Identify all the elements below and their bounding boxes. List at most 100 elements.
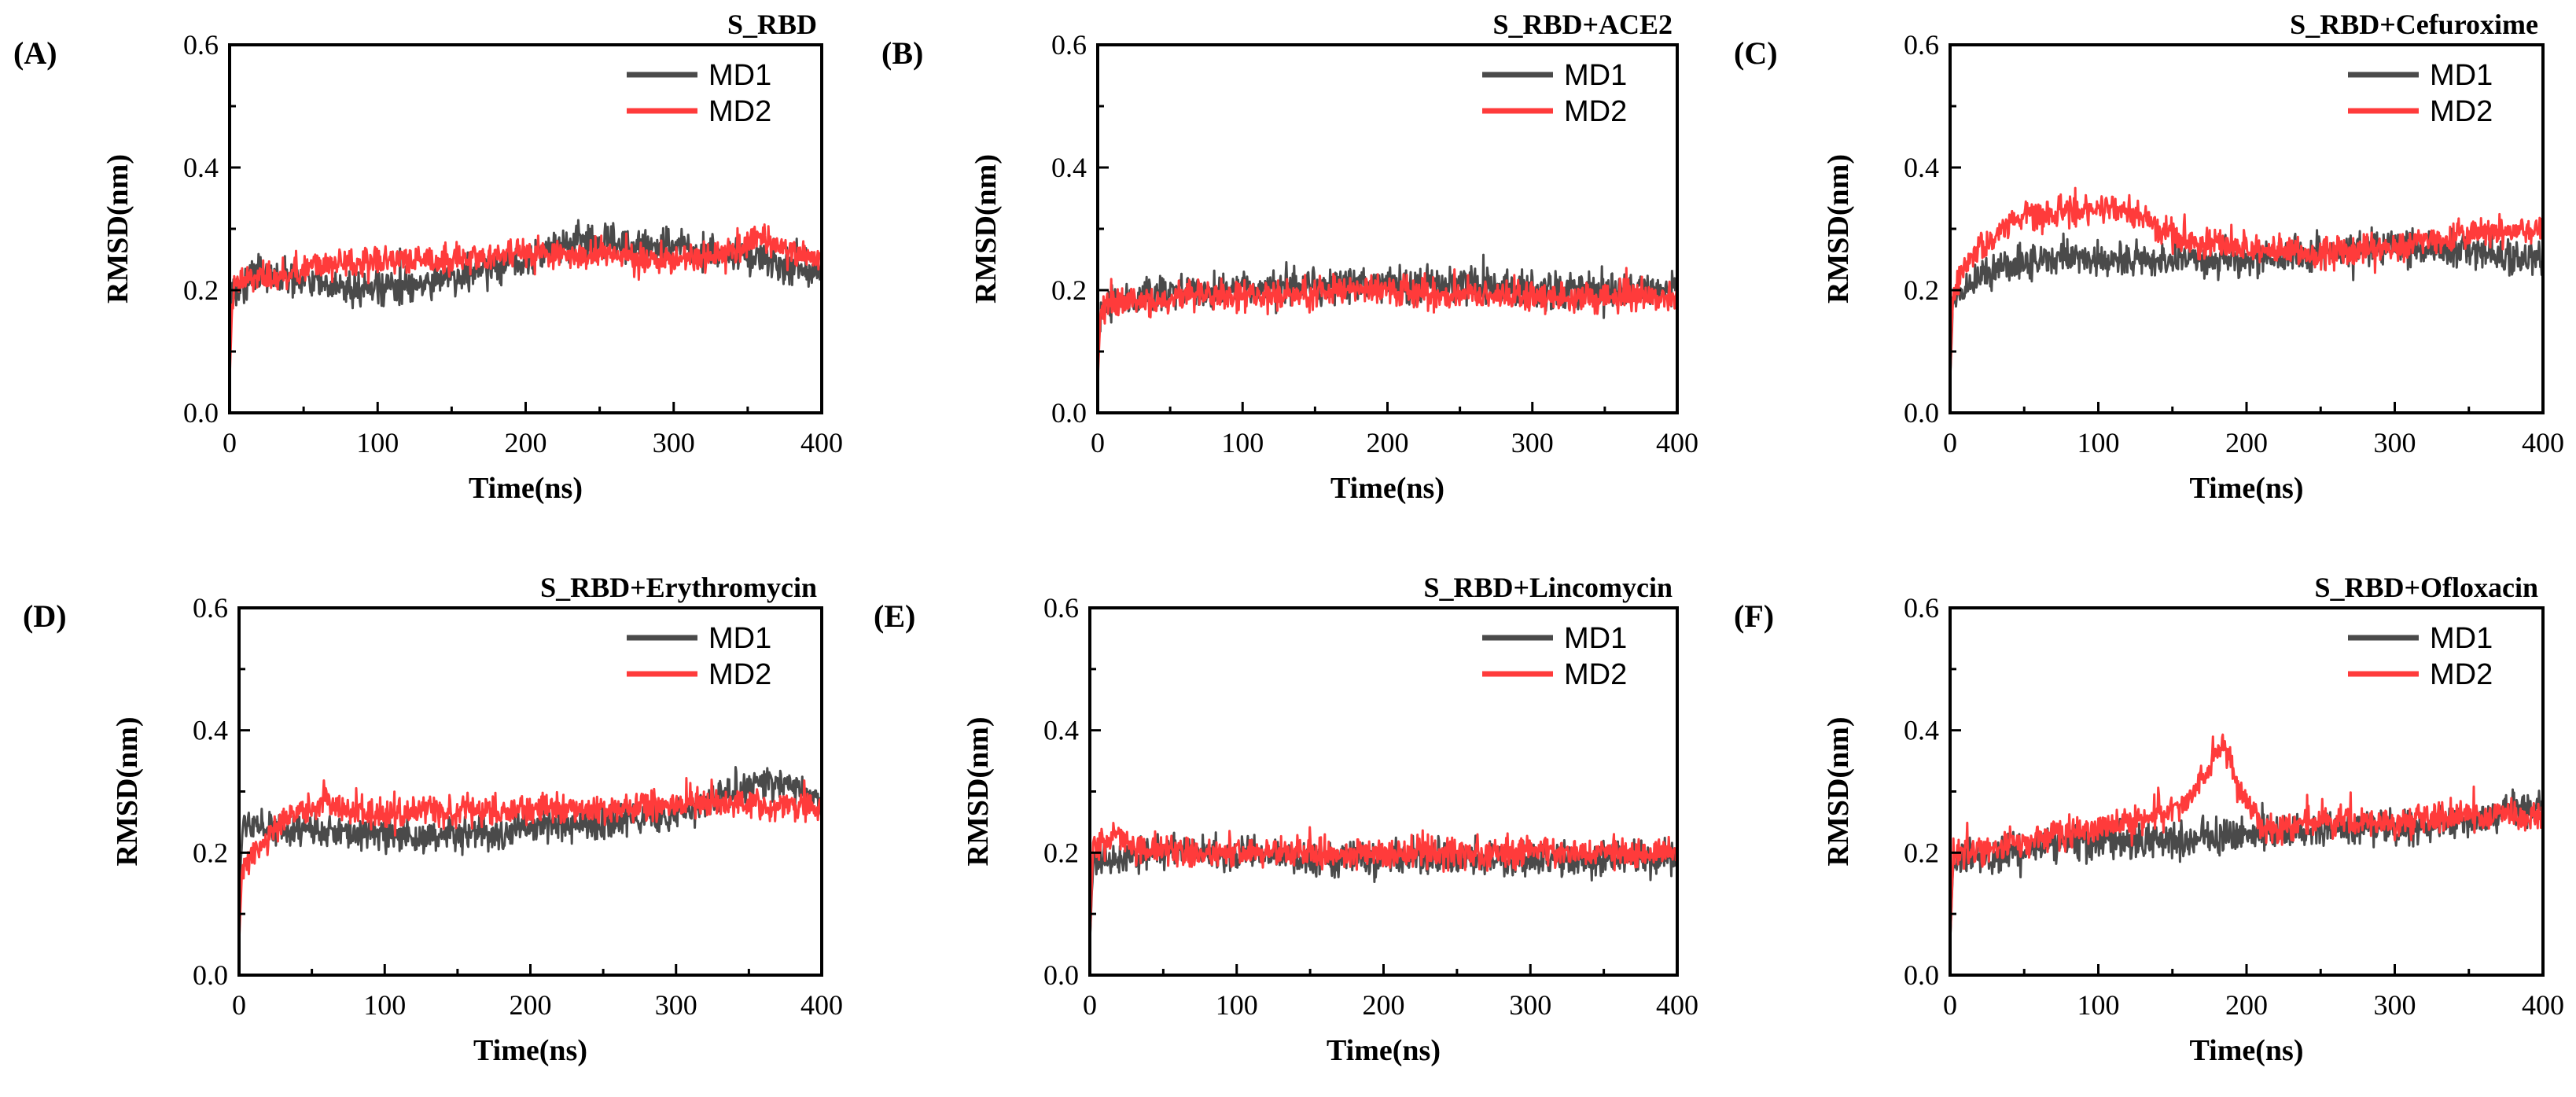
x-tick-label: 100 <box>356 427 399 458</box>
y-tick-label: 0.0 <box>1051 397 1087 429</box>
chart-panel-d: 0 100 200 300 400 0.0 0.2 0.4 0.6 Time(ns) RMSD(nm… <box>23 572 843 1067</box>
x-tick-label: 200 <box>1363 989 1405 1021</box>
x-tick-label: 100 <box>2077 427 2120 458</box>
chart-panel-f: 0 100 200 300 400 0.0 0.2 0.4 0.6 Time(ns) RMSD(nm… <box>1734 572 2564 1067</box>
panel-title: S_RBD+ACE2 <box>1492 9 1673 40</box>
legend-label-md1: MD1 <box>1564 622 1627 655</box>
x-tick-label: 300 <box>2374 427 2416 458</box>
legend-label-md1: MD1 <box>708 622 771 655</box>
x-tick-label: 400 <box>2522 989 2564 1021</box>
y-tick-label: 0.0 <box>183 397 219 429</box>
y-tick-label: 0.2 <box>1051 274 1087 306</box>
y-axis-label: RMSD(nm) <box>111 717 144 867</box>
x-tick-label: 400 <box>800 989 843 1021</box>
y-tick-label: 0.0 <box>193 959 228 991</box>
series-line-md2 <box>237 777 823 945</box>
x-tick-label: 100 <box>2077 989 2120 1021</box>
y-tick-label: 0.0 <box>1904 959 1939 991</box>
x-tick-label: 400 <box>800 427 843 458</box>
y-tick-label: 0.0 <box>1904 397 1939 429</box>
x-tick-label: 100 <box>363 989 406 1021</box>
panel-title: S_RBD+Ofloxacin <box>2314 572 2538 603</box>
x-tick-label: 200 <box>505 427 547 458</box>
y-axis-label: RMSD(nm) <box>1822 154 1855 304</box>
panel-label: (C) <box>1734 35 1778 71</box>
y-tick-label: 0.6 <box>1904 29 1939 61</box>
y-axis-label: RMSD(nm) <box>970 154 1003 304</box>
panel-label: (F) <box>1734 598 1774 634</box>
y-tick-label: 0.4 <box>1051 152 1087 183</box>
series-line-md1 <box>1949 226 2545 383</box>
series-line-md2 <box>1949 733 2545 945</box>
legend-label-md1: MD1 <box>2430 622 2493 655</box>
y-tick-label: 0.6 <box>1043 592 1079 624</box>
y-tick-label: 0.6 <box>1904 592 1939 624</box>
legend-label-md1: MD1 <box>708 59 771 92</box>
y-tick-label: 0.2 <box>183 274 219 306</box>
x-tick-label: 400 <box>1656 989 1698 1021</box>
legend-label-md2: MD2 <box>2430 658 2493 691</box>
panel-title: S_RBD+Cefuroxime <box>2290 9 2538 40</box>
panel-title: S_RBD <box>727 9 817 40</box>
legend-label-md1: MD1 <box>2430 59 2493 92</box>
y-tick-label: 0.4 <box>1904 152 1939 183</box>
x-tick-label: 0 <box>223 427 237 458</box>
x-tick-label: 200 <box>2225 427 2268 458</box>
x-tick-label: 200 <box>1367 427 1409 458</box>
panel-title: S_RBD+Lincomycin <box>1423 572 1673 603</box>
x-tick-label: 100 <box>1216 989 1258 1021</box>
series-line-md2 <box>1096 267 1679 383</box>
chart-panel-e: 0 100 200 300 400 0.0 0.2 0.4 0.6 Time(ns) RMSD(nm… <box>874 572 1698 1067</box>
x-tick-label: 300 <box>1511 427 1554 458</box>
y-tick-label: 0.6 <box>1051 29 1087 61</box>
y-tick-label: 0.4 <box>1043 715 1079 746</box>
y-axis-label: RMSD(nm) <box>962 717 995 867</box>
legend-label-md2: MD2 <box>708 95 771 128</box>
legend-label-md2: MD2 <box>2430 95 2493 128</box>
chart-panel-a: 0 100 200 300 400 0.0 0.2 0.4 0.6 Time(ns) RMSD(nm… <box>13 9 843 505</box>
series-line-md1 <box>228 219 823 352</box>
y-tick-label: 0.4 <box>1904 715 1939 746</box>
series-line-md2 <box>1949 186 2545 383</box>
x-tick-label: 0 <box>232 989 246 1021</box>
legend-label-md2: MD2 <box>1564 658 1627 691</box>
chart-panel-c: 0 100 200 300 400 0.0 0.2 0.4 0.6 Time(ns) RMSD(nm… <box>1734 9 2564 505</box>
x-tick-label: 400 <box>2522 427 2564 458</box>
y-tick-label: 0.2 <box>1043 837 1079 868</box>
x-tick-label: 200 <box>510 989 552 1021</box>
y-tick-label: 0.6 <box>183 29 219 61</box>
series-line-md2 <box>228 223 823 383</box>
y-tick-label: 0.2 <box>193 837 228 868</box>
panel-title: S_RBD+Erythromycin <box>540 572 817 603</box>
y-tick-label: 0.0 <box>1043 959 1079 991</box>
x-axis-label: Time(ns) <box>2190 472 2304 505</box>
series-line-md2 <box>1088 822 1679 945</box>
x-tick-label: 0 <box>1091 427 1105 458</box>
x-tick-label: 300 <box>653 427 695 458</box>
x-tick-label: 0 <box>1083 989 1097 1021</box>
y-tick-label: 0.2 <box>1904 274 1939 306</box>
x-axis-label: Time(ns) <box>473 1034 587 1067</box>
chart-panel-b: 0 100 200 300 400 0.0 0.2 0.4 0.6 Time(ns) RMSD(nm… <box>881 9 1698 505</box>
panel-label: (A) <box>13 35 57 71</box>
panel-label: (E) <box>874 598 915 634</box>
y-tick-label: 0.4 <box>193 715 228 746</box>
y-tick-label: 0.4 <box>183 152 219 183</box>
x-tick-label: 0 <box>1943 427 1957 458</box>
x-axis-label: Time(ns) <box>1330 472 1444 505</box>
y-tick-label: 0.6 <box>193 592 228 624</box>
legend-label-md2: MD2 <box>1564 95 1627 128</box>
x-tick-label: 200 <box>2225 989 2268 1021</box>
panel-label: (B) <box>881 35 923 71</box>
x-tick-label: 400 <box>1656 427 1698 458</box>
y-axis-label: RMSD(nm) <box>1822 717 1855 867</box>
x-axis-label: Time(ns) <box>2190 1034 2304 1067</box>
y-axis-label: RMSD(nm) <box>101 154 134 304</box>
x-axis-label: Time(ns) <box>1327 1034 1441 1067</box>
x-tick-label: 100 <box>1221 427 1264 458</box>
x-tick-label: 300 <box>655 989 697 1021</box>
panel-label: (D) <box>23 598 67 634</box>
legend-label-md1: MD1 <box>1564 59 1627 92</box>
x-tick-label: 0 <box>1943 989 1957 1021</box>
